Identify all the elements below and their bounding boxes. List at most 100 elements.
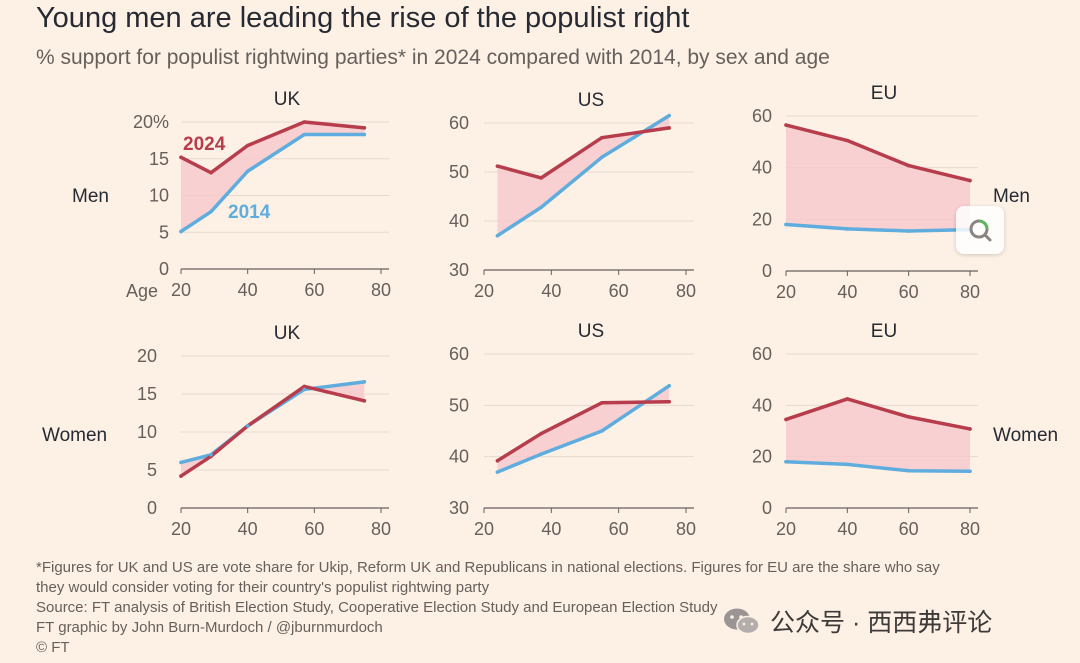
y-tick-label: 40: [752, 158, 772, 178]
data-point-2024: [600, 400, 604, 405]
data-point-2014: [539, 452, 544, 456]
data-point-2024: [845, 138, 850, 143]
credit-line: FT graphic by John Burn-Murdoch / @jburn…: [36, 619, 383, 636]
y-tick-label: 0: [147, 498, 157, 518]
y-tick-label: 60: [752, 106, 772, 126]
data-point-2024: [179, 155, 183, 160]
data-point-2014: [362, 380, 367, 384]
y-tick-label: 50: [449, 162, 469, 182]
data-point-2024: [302, 120, 307, 124]
x-tick-label: 40: [238, 519, 258, 539]
panel-title: US: [578, 90, 604, 111]
panel-women-us: 30 40 50 60 20 40 60 80 US: [449, 321, 696, 539]
data-point-2024: [362, 399, 367, 403]
y-tick-label: 10: [137, 422, 157, 442]
gap-shading: [786, 125, 970, 231]
y-tick-label: 40: [449, 447, 469, 467]
x-tick-label: 60: [304, 280, 324, 300]
y-tick-label: 0: [762, 498, 772, 518]
data-point-2014: [245, 169, 250, 174]
y-tick-label: 30: [449, 498, 469, 518]
data-point-2014: [600, 155, 604, 160]
series-label-2024: 2024: [183, 134, 226, 155]
data-point-2024: [179, 474, 183, 478]
row-label-men-right: Men: [993, 186, 1030, 207]
data-point-2014: [245, 424, 250, 428]
y-tick-label: 15: [149, 149, 169, 169]
y-tick-label: 20: [137, 346, 157, 366]
x-tick-label: 20: [171, 280, 191, 300]
x-tick-label: 20: [776, 519, 796, 539]
data-point-2014: [906, 229, 911, 233]
panel-title: EU: [871, 83, 897, 104]
copyright-line: © FT: [36, 639, 70, 656]
footnote-line-2: they would consider voting for their cou…: [36, 579, 490, 596]
data-point-2014: [667, 113, 671, 118]
data-point-2014: [539, 205, 544, 210]
gap-shading: [497, 115, 670, 236]
y-tick-label: 60: [449, 344, 469, 364]
gap-shading: [181, 381, 365, 477]
data-point-2024: [600, 135, 604, 140]
data-point-2014: [845, 227, 850, 231]
data-point-2024: [784, 417, 788, 422]
gap-shading: [497, 385, 670, 473]
footnote-line-1: *Figures for UK and US are vote share fo…: [36, 559, 940, 576]
data-point-2014: [600, 429, 604, 433]
x-tick-label: 40: [541, 519, 561, 539]
row-label-men-left: Men: [72, 186, 109, 207]
data-point-2024: [667, 126, 671, 130]
x-tick-label: 20: [474, 519, 494, 539]
data-point-2014: [667, 384, 671, 388]
watermark-text: 公众号 · 西西弗评论: [770, 609, 993, 637]
data-point-2024: [495, 458, 500, 463]
line-2014: [784, 222, 972, 233]
y-tick-label: 15: [137, 384, 157, 404]
data-point-2024: [209, 170, 213, 175]
image-zoom-button[interactable]: [956, 206, 1004, 254]
data-point-2014: [209, 453, 213, 457]
data-point-2014: [495, 470, 500, 474]
x-tick-label: 40: [238, 280, 258, 300]
data-point-2024: [906, 415, 911, 419]
data-point-2024: [968, 178, 972, 183]
data-point-2024: [495, 164, 500, 168]
data-point-2024: [906, 163, 911, 168]
y-tick-label: 20%: [133, 112, 169, 132]
panel-men-uk: 0 5 10 15 20% 20 40 60 80 UK 2024 2014: [133, 89, 391, 300]
line-2014: [495, 384, 671, 474]
y-tick-label: 40: [752, 395, 772, 415]
line-2024: [784, 397, 972, 431]
x-tick-label: 40: [837, 282, 857, 302]
chart-subtitle: % support for populist rightwing parties…: [36, 46, 830, 69]
data-point-2014: [845, 462, 850, 467]
data-point-2024: [784, 123, 788, 127]
panel-title: UK: [274, 323, 301, 344]
x-tick-label: 80: [371, 519, 391, 539]
source-line: Source: FT analysis of British Election …: [36, 599, 718, 616]
y-tick-label: 0: [159, 259, 169, 279]
line-2024: [784, 123, 972, 183]
data-point-2014: [784, 222, 788, 227]
panel-title: UK: [274, 89, 301, 110]
line-2014: [495, 113, 671, 238]
y-tick-label: 10: [149, 186, 169, 206]
x-tick-label: 80: [371, 280, 391, 300]
x-tick-label: 60: [304, 519, 324, 539]
x-tick-label: 80: [676, 519, 696, 539]
data-point-2024: [302, 384, 307, 389]
data-point-2014: [302, 387, 307, 392]
data-point-2024: [362, 126, 367, 130]
y-tick-label: 30: [449, 260, 469, 280]
data-point-2014: [906, 468, 911, 473]
y-tick-label: 20: [752, 209, 772, 229]
data-point-2014: [784, 460, 788, 464]
line-2024: [495, 126, 671, 180]
gap-shading: [786, 398, 970, 472]
x-tick-label: 20: [474, 281, 494, 301]
x-axis-prefix: Age: [126, 281, 158, 301]
panel-men-us: 30 40 50 60 20 40 60 80 US: [449, 90, 696, 301]
y-tick-label: 0: [762, 261, 772, 281]
wechat-icon: [724, 608, 760, 635]
x-tick-label: 20: [171, 519, 191, 539]
